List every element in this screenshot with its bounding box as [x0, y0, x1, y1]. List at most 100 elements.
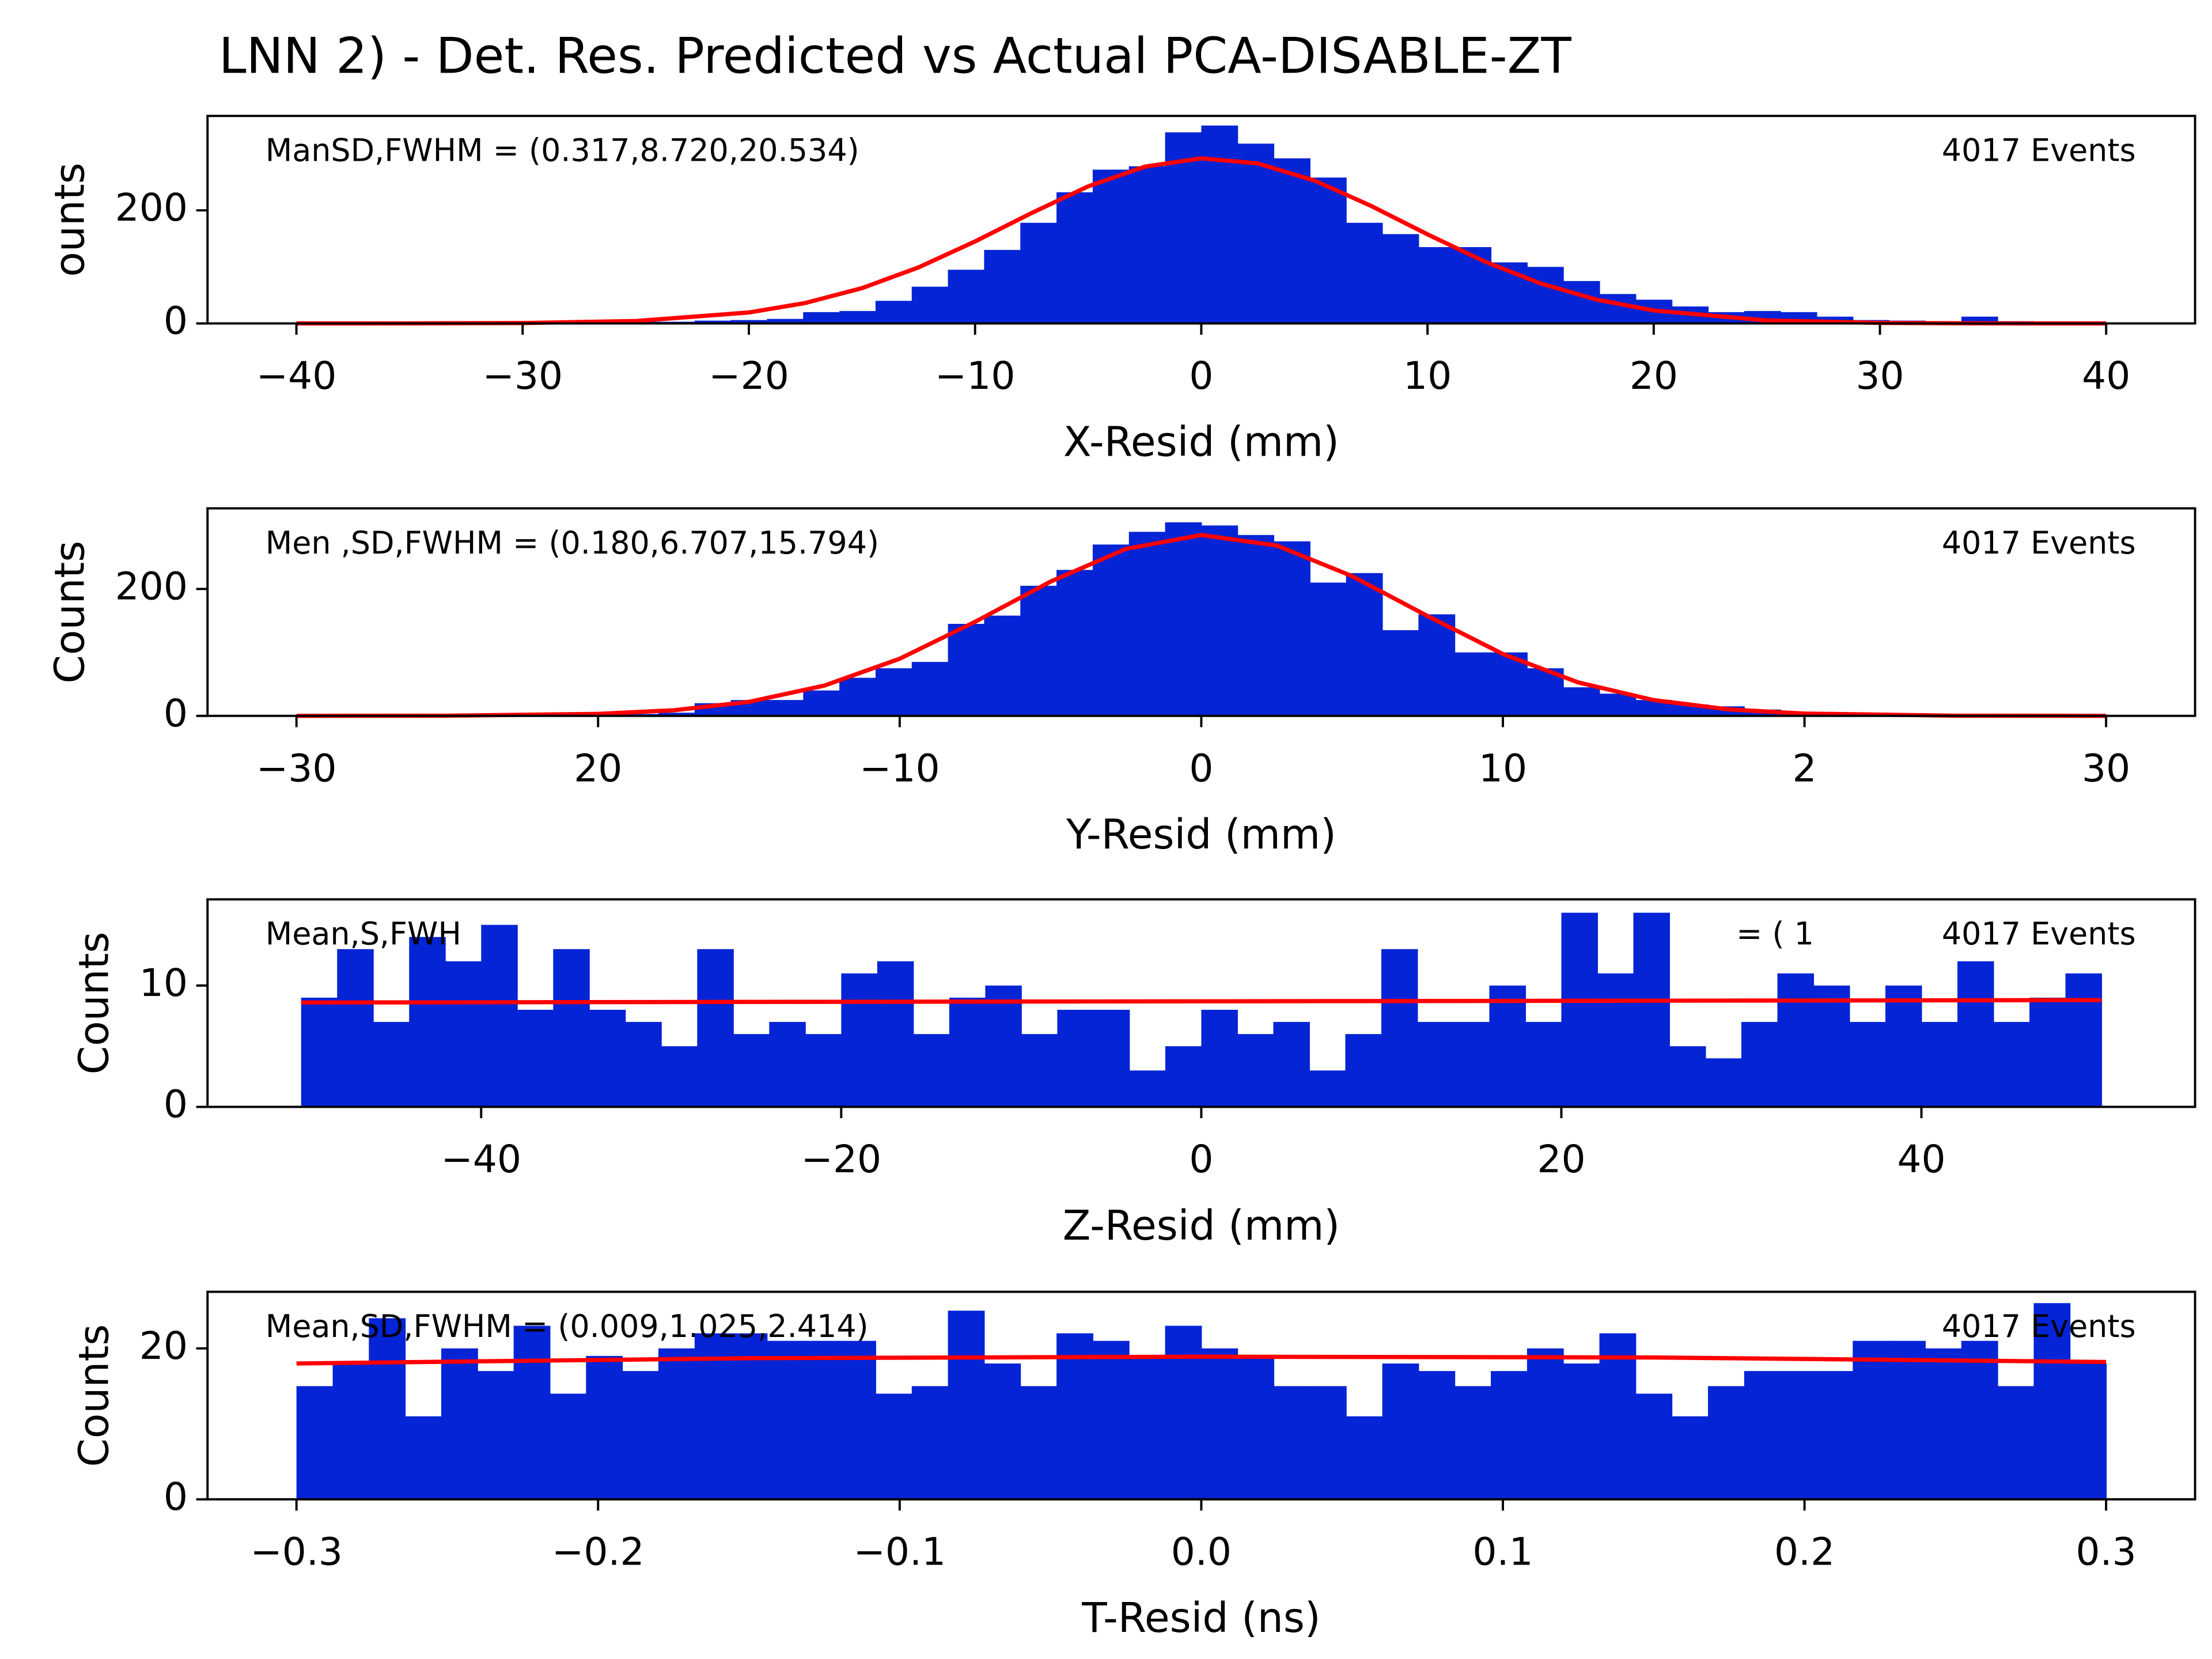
- bar: [1201, 125, 1238, 324]
- bar: [1165, 1325, 1202, 1499]
- bar: [1635, 1393, 1673, 1499]
- fit-curve: [296, 156, 2107, 326]
- bar: [803, 1340, 840, 1499]
- bar: [985, 985, 1022, 1107]
- bar: [1274, 541, 1310, 716]
- bar: [1525, 1022, 1562, 1107]
- axes: −0.3 −0.2 −0.1 0.0 0.1 0.2 0.3 0 20 T-Resid (ns) C…: [70, 1290, 2196, 1642]
- bar: [1925, 1348, 1962, 1499]
- bar: [369, 1318, 406, 1499]
- bar: [1309, 582, 1347, 716]
- fit-curve: [296, 1354, 2107, 1366]
- bar: [296, 1386, 334, 1499]
- bar: [1816, 1371, 1854, 1499]
- bar: [2070, 1363, 2107, 1499]
- figure-title: LNN 2) - Det. Res. Predicted vs Actual P…: [219, 28, 1572, 85]
- bar: [550, 1393, 587, 1499]
- x-tick-label: −30: [482, 354, 563, 398]
- x-tick-label: 0.3: [2076, 1529, 2137, 1574]
- bar: [1563, 281, 1600, 324]
- x-tick-label: 0: [1189, 746, 1213, 790]
- annotation: 4017 Events: [1942, 1308, 2136, 1344]
- bar: [875, 1393, 912, 1499]
- bar: [1345, 1034, 1382, 1107]
- bar: [1705, 1058, 1742, 1107]
- bar: [1455, 652, 1492, 716]
- x-tick-label: 10: [1403, 354, 1452, 398]
- bar: [1780, 1371, 1817, 1499]
- bar: [1165, 522, 1202, 716]
- x-tick-label: 10: [1479, 746, 1527, 790]
- bar: [1020, 1386, 1058, 1499]
- bar: [1563, 687, 1600, 716]
- bar: [1057, 1010, 1094, 1107]
- bar: [481, 925, 518, 1107]
- bar: [948, 1310, 985, 1499]
- y-tick-label: 20: [139, 1324, 188, 1368]
- bar: [1092, 544, 1130, 716]
- x-tick-label: −0.2: [552, 1529, 645, 1574]
- annotation: 4017 Events: [1942, 132, 2136, 169]
- bar: [1744, 1371, 1781, 1499]
- y-tick-label: 10: [139, 961, 188, 1005]
- bar: [1993, 1022, 2031, 1107]
- bar: [1961, 316, 1998, 324]
- bar: [405, 1416, 442, 1499]
- bar: [911, 662, 949, 716]
- y-axis-label: Counts: [70, 931, 118, 1074]
- x-tick-label: −10: [935, 354, 1016, 398]
- bar: [1128, 532, 1166, 716]
- x-tick-label: −20: [709, 354, 789, 398]
- bar: [622, 1371, 659, 1499]
- bar: [948, 623, 985, 716]
- bar: [767, 1340, 804, 1499]
- x-tick-label: −0.3: [250, 1529, 343, 1574]
- bar: [875, 668, 912, 716]
- x-tick-label: −0.1: [854, 1529, 946, 1574]
- bar: [877, 961, 914, 1107]
- y-tick-label: 200: [115, 185, 188, 230]
- bar: [803, 312, 840, 324]
- y-axis-label: Counts: [70, 1324, 118, 1467]
- x-tick-label: 30: [1855, 354, 1904, 398]
- x-tick-label: −40: [256, 354, 337, 398]
- bar: [805, 1034, 842, 1107]
- bar: [1056, 570, 1093, 716]
- bar: [1382, 630, 1419, 716]
- x-tick-label: 0.1: [1472, 1529, 1533, 1574]
- bar: [1418, 1371, 1456, 1499]
- bar: [477, 1371, 514, 1499]
- bar: [733, 1034, 770, 1107]
- bar: [1961, 1340, 1998, 1499]
- bar: [332, 1363, 370, 1499]
- bar: [1885, 985, 1922, 1107]
- bar: [767, 700, 804, 716]
- x-tick-label: −30: [256, 746, 337, 790]
- x-tick-label: 40: [2082, 354, 2130, 398]
- bar: [517, 1010, 554, 1107]
- bar: [1346, 1416, 1383, 1499]
- bar: [1274, 1386, 1310, 1499]
- x-tick-label: 0: [1189, 354, 1213, 398]
- bar: [1237, 1034, 1274, 1107]
- bar: [913, 1034, 950, 1107]
- bar: [1382, 234, 1419, 324]
- bar: [1274, 158, 1310, 324]
- bar: [2065, 973, 2103, 1107]
- axes: −40 −30 −20 −10 0 10 20 30 40 0 200 X-Resid (mm) oun…: [46, 115, 2196, 466]
- bar: [1381, 949, 1418, 1107]
- bar: [1092, 169, 1130, 324]
- bar: [1417, 1022, 1454, 1107]
- x-tick-label: −20: [801, 1137, 882, 1181]
- bar: [1418, 614, 1456, 716]
- x-tick-label: 2: [1793, 746, 1817, 790]
- bar: [1741, 1022, 1778, 1107]
- annotation: 4017 Events: [1942, 916, 2136, 952]
- bar: [1777, 973, 1815, 1107]
- annotation: Mean,S,FWH: [266, 916, 461, 952]
- bar: [1093, 1010, 1130, 1107]
- bar: [1273, 1022, 1310, 1107]
- bar: [1056, 1333, 1093, 1499]
- x-tick-label: 20: [574, 746, 622, 790]
- annotation: 4017 Events: [1942, 525, 2136, 561]
